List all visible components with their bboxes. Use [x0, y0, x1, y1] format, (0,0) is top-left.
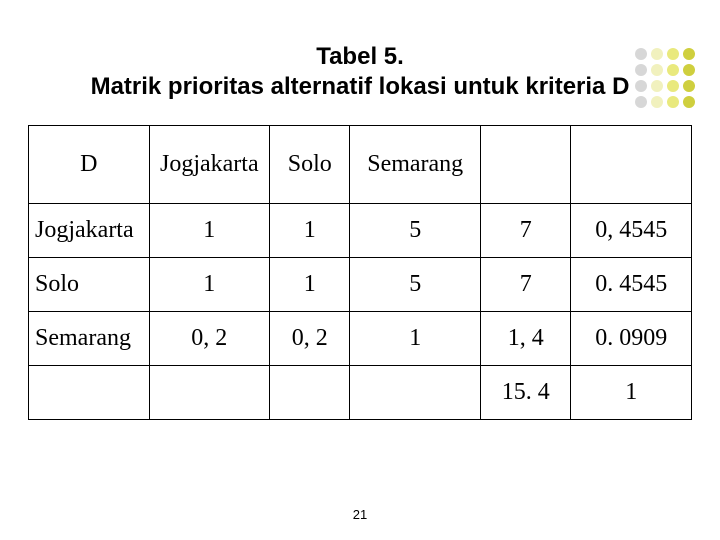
table-cell: 15. 4: [481, 366, 571, 420]
table-cell: 1: [350, 312, 481, 366]
table-cell: 0. 0909: [571, 312, 692, 366]
col-header: Semarang: [350, 126, 481, 204]
table-cell: [270, 366, 350, 420]
row-header: Jogjakarta: [29, 204, 150, 258]
col-header: Solo: [270, 126, 350, 204]
table-cell: 7: [481, 204, 571, 258]
table-row: Jogjakarta 1 1 5 7 0, 4545: [29, 204, 692, 258]
row-header: [29, 366, 150, 420]
slide-title: Tabel 5. Matrik prioritas alternatif lok…: [0, 42, 720, 102]
table-cell: [149, 366, 270, 420]
table-cell: 7: [481, 258, 571, 312]
table-cell: 0, 4545: [571, 204, 692, 258]
table-cell: 1, 4: [481, 312, 571, 366]
table-row: Solo 1 1 5 7 0. 4545: [29, 258, 692, 312]
col-header: [481, 126, 571, 204]
table-row: Semarang 0, 2 0, 2 1 1, 4 0. 0909: [29, 312, 692, 366]
table-cell: 1: [270, 204, 350, 258]
table-header-row: D Jogjakarta Solo Semarang: [29, 126, 692, 204]
table-row: 15. 4 1: [29, 366, 692, 420]
table-cell: [350, 366, 481, 420]
table-cell: 0, 2: [270, 312, 350, 366]
table-cell: 1: [571, 366, 692, 420]
row-header: Solo: [29, 258, 150, 312]
table-cell: 0, 2: [149, 312, 270, 366]
title-line-1: Tabel 5.: [0, 42, 720, 72]
row-header: Semarang: [29, 312, 150, 366]
page-number: 21: [0, 507, 720, 522]
title-line-2: Matrik prioritas alternatif lokasi untuk…: [0, 72, 720, 102]
col-header: Jogjakarta: [149, 126, 270, 204]
col-header: [571, 126, 692, 204]
table-cell: 5: [350, 258, 481, 312]
corner-cell: D: [29, 126, 150, 204]
table-cell: 5: [350, 204, 481, 258]
table-cell: 1: [149, 258, 270, 312]
priority-matrix-table: D Jogjakarta Solo Semarang Jogjakarta 1 …: [28, 125, 692, 420]
table-cell: 0. 4545: [571, 258, 692, 312]
table-cell: 1: [270, 258, 350, 312]
table-cell: 1: [149, 204, 270, 258]
